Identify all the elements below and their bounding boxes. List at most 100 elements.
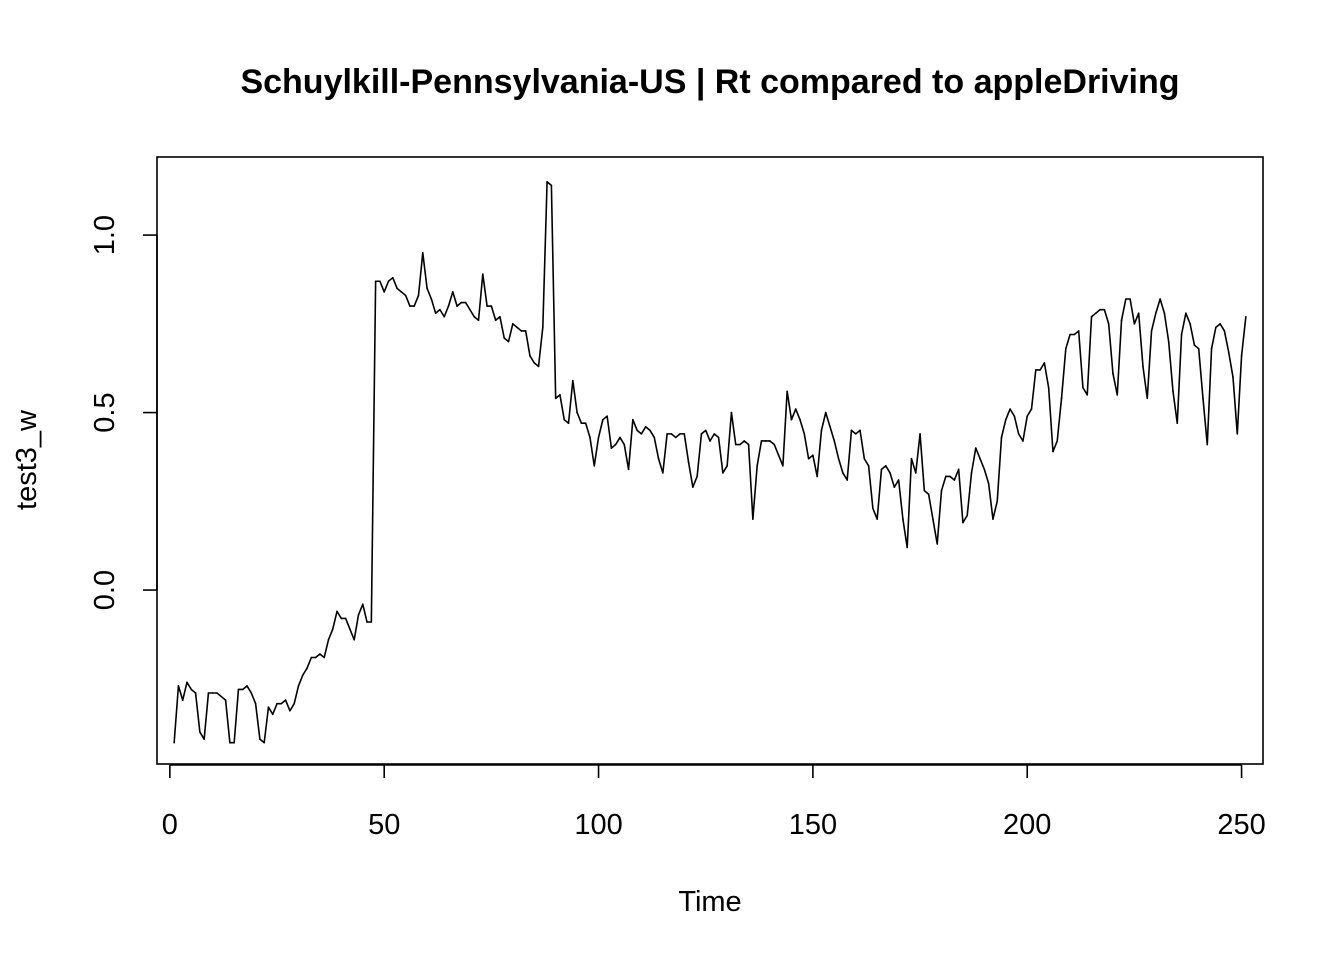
data-point (1120, 319, 1123, 322)
data-point (726, 465, 728, 467)
y-axis-label: test3_w (11, 409, 43, 510)
data-point (254, 702, 257, 705)
data-point (554, 397, 557, 400)
data-point (1060, 397, 1063, 400)
data-point (1159, 298, 1161, 300)
data-point (430, 298, 433, 300)
data-point (983, 468, 986, 471)
data-point (443, 315, 446, 318)
data-point (1056, 440, 1059, 442)
data-point (794, 408, 797, 410)
data-point (923, 489, 926, 492)
data-point (396, 287, 398, 290)
data-point (413, 305, 416, 307)
data-point (1232, 376, 1234, 378)
x-axis-label: Time (678, 886, 741, 918)
data-point (636, 429, 638, 432)
data-point (610, 447, 613, 449)
data-point (790, 418, 793, 421)
data-point (233, 741, 235, 744)
data-point (220, 695, 223, 698)
data-point (1103, 308, 1106, 311)
data-point (649, 429, 651, 432)
data-point (717, 436, 720, 439)
data-point (927, 493, 930, 496)
data-point (919, 433, 921, 435)
data-point (936, 543, 938, 545)
data-point (880, 468, 883, 471)
data-point (824, 411, 827, 414)
data-point (241, 688, 244, 691)
data-point (1099, 308, 1101, 311)
data-point (722, 472, 724, 474)
data-point (1073, 333, 1076, 336)
data-point (1215, 326, 1217, 329)
data-point (589, 436, 591, 439)
data-point (996, 500, 999, 503)
data-point (743, 440, 746, 442)
data-point (614, 443, 617, 446)
data-point (387, 280, 390, 283)
data-point (670, 433, 673, 435)
data-point (777, 454, 780, 456)
data-point (370, 621, 373, 623)
data-point (323, 656, 325, 659)
data-point (687, 461, 690, 464)
data-point (1082, 386, 1084, 389)
data-point (987, 482, 990, 485)
data-point (606, 415, 608, 417)
data-point (237, 688, 240, 691)
data-point (602, 418, 604, 421)
data-point (893, 486, 896, 488)
data-point (306, 667, 308, 669)
data-point (310, 656, 313, 659)
data-point (970, 472, 973, 474)
data-point (1009, 408, 1011, 410)
data-point (327, 638, 330, 641)
data-point (563, 418, 566, 421)
data-point (1004, 418, 1007, 421)
data-point (520, 330, 523, 332)
data-point (1069, 333, 1071, 336)
data-point (897, 479, 900, 481)
data-point (336, 610, 338, 613)
x-tick-label: 0 (162, 809, 178, 841)
data-point (404, 294, 407, 297)
data-point (910, 457, 913, 460)
data-point (902, 518, 904, 520)
data-point (529, 354, 531, 357)
data-point (992, 518, 994, 520)
data-point (752, 518, 754, 520)
data-point (246, 685, 248, 687)
data-point (627, 468, 630, 471)
data-point (666, 433, 668, 435)
y-tick-label: 1.0 (89, 215, 121, 255)
data-point (1039, 369, 1041, 371)
data-point (186, 681, 188, 684)
data-point (319, 653, 321, 655)
data-point (524, 330, 527, 332)
data-point (1077, 330, 1080, 332)
data-point (1206, 443, 1209, 446)
data-point (177, 685, 180, 687)
data-point (1210, 347, 1213, 350)
data-point (859, 429, 861, 432)
data-point (1227, 351, 1230, 354)
data-point (357, 614, 360, 616)
data-point (1245, 315, 1247, 318)
data-point (379, 280, 381, 283)
data-point (944, 475, 947, 478)
data-point (692, 486, 694, 488)
data-point (1150, 330, 1153, 332)
x-tick-label: 250 (1217, 809, 1265, 841)
data-point (593, 465, 596, 467)
data-point (271, 713, 274, 716)
data-point (1026, 415, 1029, 417)
data-point (833, 440, 836, 442)
data-point (914, 472, 917, 474)
data-point (289, 709, 291, 712)
data-point (872, 507, 874, 510)
data-point (1146, 397, 1149, 400)
data-point (584, 422, 587, 425)
chart-title: Schuylkill-Pennsylvania-US | Rt compared… (240, 63, 1179, 101)
